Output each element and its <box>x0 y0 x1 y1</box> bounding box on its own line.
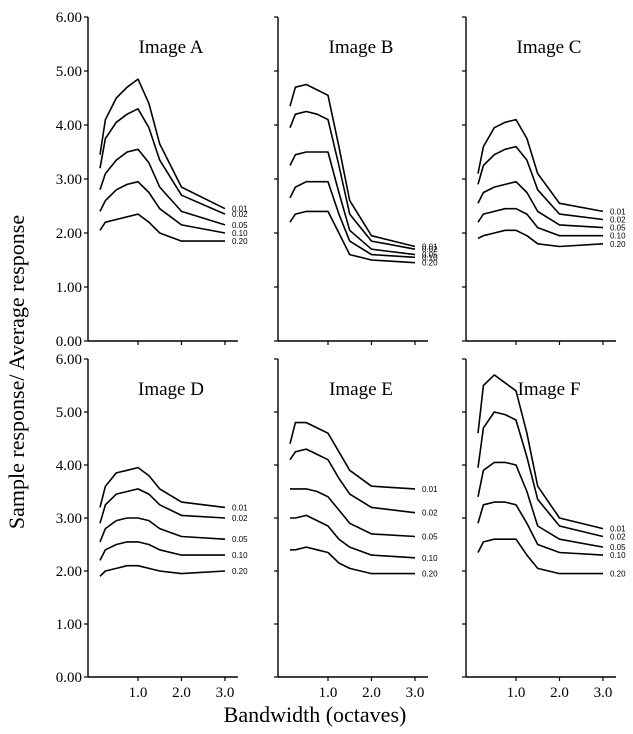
series-line-0.10 <box>289 180 416 259</box>
series-line-0.02 <box>99 488 226 524</box>
series-label: 0.05 <box>232 535 248 544</box>
series-label: 0.01 <box>232 205 248 214</box>
y-tick-label: 3.00 <box>56 172 82 188</box>
series-line-0.20 <box>477 229 604 248</box>
series-line-0.01 <box>99 78 226 210</box>
panel-title: Image B <box>329 37 394 58</box>
y-tick-label: 4.00 <box>56 118 82 134</box>
y-tick-label: 2.00 <box>56 564 82 580</box>
y-tick-label: 1.00 <box>56 280 82 296</box>
series-label: 0.10 <box>232 229 248 238</box>
series-line-0.01 <box>289 83 416 248</box>
panel-title: Image D <box>138 379 204 400</box>
series-label: 0.02 <box>610 216 626 225</box>
series-line-0.02 <box>477 411 604 538</box>
series-label: 0.01 <box>422 485 438 494</box>
series-line-0.10 <box>290 514 416 559</box>
series-line-0.01 <box>99 466 226 509</box>
series-label: 0.20 <box>232 237 248 246</box>
series-line-0.05 <box>477 461 604 548</box>
panel-6: 1.0 2.0 3.0 Image F 0.010.020.050.10 0.20 <box>462 358 626 701</box>
series-label: 0.10 <box>610 232 626 241</box>
y-tick-label: 0.00 <box>56 334 82 350</box>
panel-title: Image C <box>517 37 582 58</box>
panel-title: Image E <box>329 379 393 400</box>
series-label: 0.01 <box>610 207 626 216</box>
x-tick-label: 1.0 <box>129 685 148 701</box>
series-label: 0.05 <box>422 533 438 542</box>
series-line-0.02 <box>289 110 416 250</box>
y-tick-label: 5.00 <box>56 405 82 421</box>
y-tick-label: 4.00 <box>56 458 82 474</box>
series-line-0.05 <box>99 148 226 226</box>
y-tick-label: 1.00 <box>56 617 82 633</box>
series-label: 0.10 <box>422 253 438 262</box>
series-label: 0.20 <box>232 567 248 576</box>
x-tick-label: 3.0 <box>594 685 613 701</box>
series-label: 0.20 <box>610 240 626 249</box>
series-line-0.20 <box>290 546 415 575</box>
series-line-0.02 <box>477 145 604 221</box>
x-tick-label: 3.0 <box>216 685 235 701</box>
series-label: 0.10 <box>610 551 626 560</box>
series-line-0.01 <box>477 374 604 530</box>
y-axis-title: Sample response/ Average response <box>4 215 29 529</box>
series-label: 0.20 <box>610 570 626 579</box>
x-axis-title: Bandwidth (octaves) <box>224 702 407 727</box>
series-line-0.10 <box>477 207 603 237</box>
series-line-0.02 <box>99 108 226 215</box>
series-line-0.20 <box>477 538 603 575</box>
series-line-0.20 <box>289 210 416 264</box>
series-label: 0.01 <box>610 525 626 534</box>
series-line-0.10 <box>477 501 604 556</box>
series-line-0.20 <box>99 564 226 577</box>
series-line-0.10 <box>99 541 225 561</box>
panel-title: Image A <box>139 37 204 58</box>
series-line-0.05 <box>290 488 416 538</box>
series-line-0.10 <box>99 180 226 234</box>
series-line-0.05 <box>289 151 416 256</box>
series-line-0.05 <box>99 517 226 543</box>
x-tick-label: 2.0 <box>550 685 569 701</box>
series-label: 0.05 <box>610 224 626 233</box>
series-label: 0.05 <box>610 543 626 552</box>
panel-title: Image F <box>518 379 581 400</box>
y-tick-label: 5.00 <box>56 64 82 80</box>
series-label: 0.02 <box>610 533 626 542</box>
x-tick-label: 3.0 <box>406 685 425 701</box>
x-tick-label: 2.0 <box>362 685 381 701</box>
series-label: 0.10 <box>232 551 248 560</box>
series-label: 0.01 <box>232 503 248 512</box>
panel-2: Image B 0.010.020.050.100.20 <box>274 16 438 345</box>
series-label: 0.05 <box>232 221 248 230</box>
panel-5: 1.0 2.0 3.0 Image E 0.01 0.02 0.05 0.10 0.20 <box>274 358 438 701</box>
series-line-0.01 <box>289 421 416 490</box>
series-label: 0.02 <box>422 245 438 254</box>
series-label: 0.01 <box>422 243 438 252</box>
y-tick-label: 6.00 <box>56 10 82 26</box>
y-tick-label: 3.00 <box>56 511 82 527</box>
x-tick-label: 1.0 <box>507 685 526 701</box>
series-label: 0.10 <box>422 554 438 563</box>
series-label: 0.02 <box>232 514 248 523</box>
x-tick-label: 2.0 <box>172 685 191 701</box>
panel-4: 0.00 1.00 2.00 3.00 4.00 5.00 6.00 1.0 2.0 3.0 Ima… <box>56 352 248 701</box>
series-line-0.20 <box>99 213 225 242</box>
series-label: 0.05 <box>422 251 438 260</box>
series-label: 0.02 <box>232 210 248 219</box>
series-line-0.01 <box>477 118 604 213</box>
series-line-0.05 <box>477 180 604 229</box>
panel-3: Image C 0.010.020.050.100.20 <box>462 16 626 345</box>
y-tick-label: 0.00 <box>56 670 82 686</box>
series-label: 0.20 <box>422 570 438 579</box>
series-label: 0.02 <box>422 509 438 518</box>
x-tick-label: 1.0 <box>319 685 338 701</box>
series-line-0.02 <box>289 448 416 514</box>
y-tick-label: 2.00 <box>56 226 82 242</box>
y-tick-label: 6.00 <box>56 352 82 368</box>
series-label: 0.20 <box>422 259 438 268</box>
